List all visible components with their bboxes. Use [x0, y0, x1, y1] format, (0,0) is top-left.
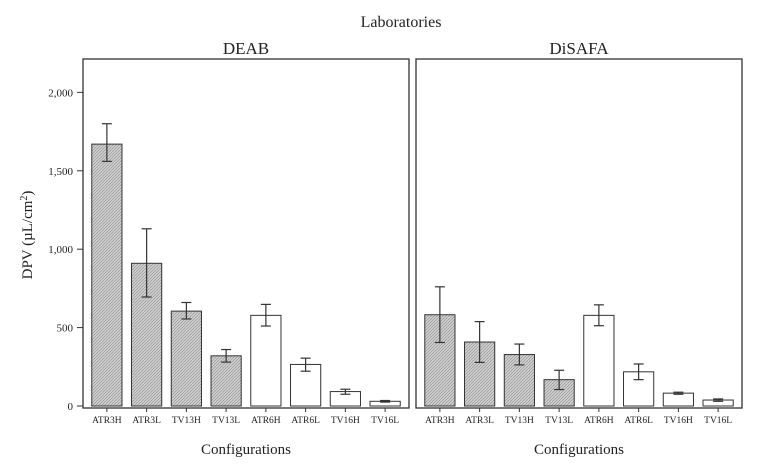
- panel-title-disafa: DiSAFA: [549, 39, 609, 58]
- x-tick-label: ATR3L: [465, 416, 494, 426]
- bar-atr3h: [91, 143, 123, 407]
- x-tick-label: ATR6H: [584, 416, 614, 426]
- x-tick-label: ATR6H: [251, 416, 281, 426]
- bar-tv13h: [170, 310, 202, 407]
- chart-marks: 0 500 1,000 1,500 2,000 ATR3H ATR3L TV13H TV13L A…: [48, 87, 734, 426]
- y-axis-label-tail: ): [20, 191, 36, 196]
- bar-atr3l: [131, 262, 163, 407]
- x-tick-label: TV13H: [505, 416, 534, 426]
- y-axis-label: DPV (µL/cm2): [19, 191, 37, 280]
- x-tick-label: ATR3L: [132, 416, 161, 426]
- x-tick-label: ATR3H: [92, 416, 122, 426]
- panel-title-deab: DEAB: [223, 39, 269, 58]
- x-tick-label: TV16H: [664, 416, 693, 426]
- y-axis-label-main: DPV (µL/cm: [20, 200, 36, 279]
- x-tick-label: TV13H: [172, 416, 201, 426]
- bar-tv16h: [662, 392, 694, 407]
- panel-frame-deab: [82, 58, 410, 409]
- x-tick-label: TV13L: [212, 416, 240, 426]
- panel-deab: DEAB Configurations: [82, 39, 410, 458]
- chart-title: Laboratories: [361, 14, 442, 31]
- y-axis-label-superscript: 2: [19, 196, 30, 201]
- x-tick-label: ATR3H: [425, 416, 455, 426]
- panel-disafa: DiSAFA Configurations: [415, 39, 743, 458]
- x-axis-label-deab: Configurations: [201, 442, 291, 458]
- x-tick-label: ATR6L: [291, 416, 320, 426]
- y-tick-label: 500: [57, 323, 74, 335]
- y-tick-label: 0: [68, 401, 74, 413]
- x-tick-label: TV16H: [331, 416, 360, 426]
- panel-frame-disafa: [415, 58, 743, 409]
- x-tick-label: ATR6L: [624, 416, 653, 426]
- bar-tv13l: [210, 355, 242, 407]
- x-axis-label-disafa: Configurations: [534, 442, 624, 458]
- bar-atr6h: [250, 314, 282, 407]
- y-tick-label: 2,000: [48, 87, 73, 99]
- y-tick-label: 1,500: [48, 166, 73, 178]
- x-tick-label: TV13L: [545, 416, 573, 426]
- x-tick-label: TV16L: [371, 416, 399, 426]
- bar-atr6h: [583, 314, 615, 407]
- y-tick-label: 1,000: [48, 244, 73, 256]
- x-tick-label: TV16L: [704, 416, 732, 426]
